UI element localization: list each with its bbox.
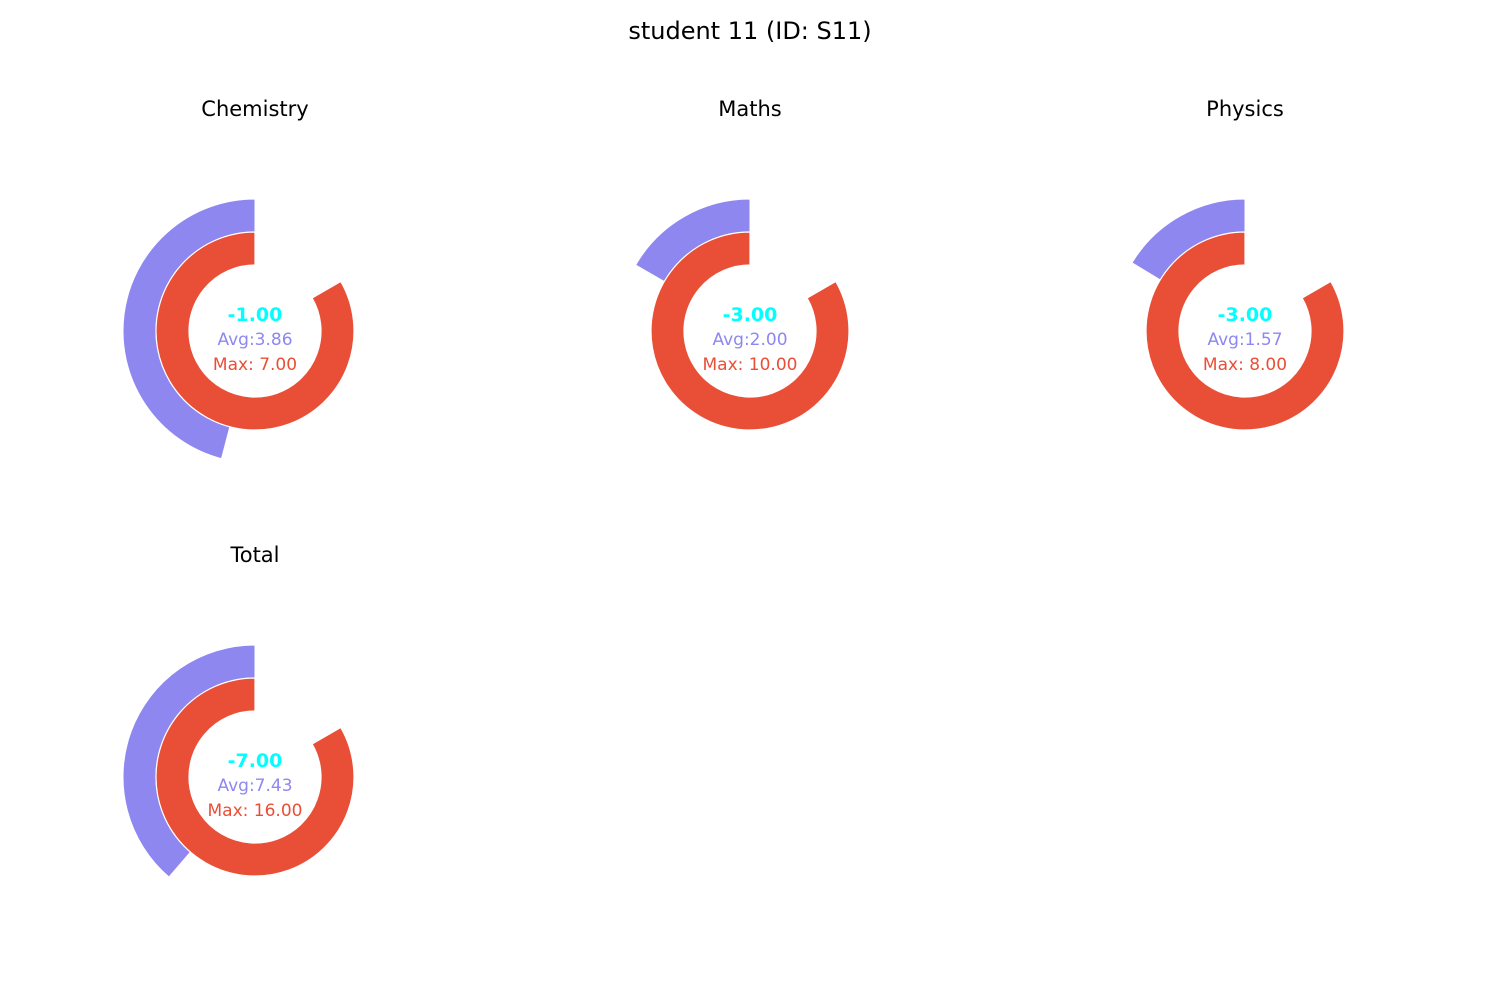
max-ring-maths bbox=[650, 231, 850, 431]
panel-title-maths: Maths bbox=[718, 97, 781, 121]
panel-title-chemistry: Chemistry bbox=[201, 97, 308, 121]
max-label-chemistry: Max: 7.00 bbox=[213, 355, 297, 375]
panel-maths: Maths -3.00 Avg:2.00 Max: 10.00 bbox=[635, 97, 850, 431]
max-ring-total bbox=[155, 677, 355, 877]
panel-title-total: Total bbox=[229, 543, 279, 567]
figure-title: student 11 (ID: S11) bbox=[628, 17, 871, 45]
score-label-total: -7.00 bbox=[228, 750, 283, 772]
avg-label-physics: Avg:1.57 bbox=[1207, 330, 1282, 350]
panel-total: Total -7.00 Avg:7.43 Max: 16.00 bbox=[122, 543, 355, 878]
score-label-physics: -3.00 bbox=[1218, 304, 1273, 326]
max-label-maths: Max: 10.00 bbox=[703, 355, 798, 375]
panel-chemistry: Chemistry -1.00 Avg:3.86 Max: 7.00 bbox=[122, 97, 355, 460]
score-label-chemistry: -1.00 bbox=[228, 304, 283, 326]
avg-label-total: Avg:7.43 bbox=[217, 776, 292, 796]
score-label-maths: -3.00 bbox=[723, 304, 778, 326]
avg-label-maths: Avg:2.00 bbox=[712, 330, 787, 350]
max-label-total: Max: 16.00 bbox=[208, 801, 303, 821]
max-ring-physics bbox=[1145, 231, 1345, 431]
panel-title-physics: Physics bbox=[1206, 97, 1284, 121]
avg-label-chemistry: Avg:3.86 bbox=[217, 330, 292, 350]
max-label-physics: Max: 8.00 bbox=[1203, 355, 1287, 375]
panel-physics: Physics -3.00 Avg:1.57 Max: 8.00 bbox=[1131, 97, 1345, 431]
max-ring-chemistry bbox=[155, 231, 355, 431]
